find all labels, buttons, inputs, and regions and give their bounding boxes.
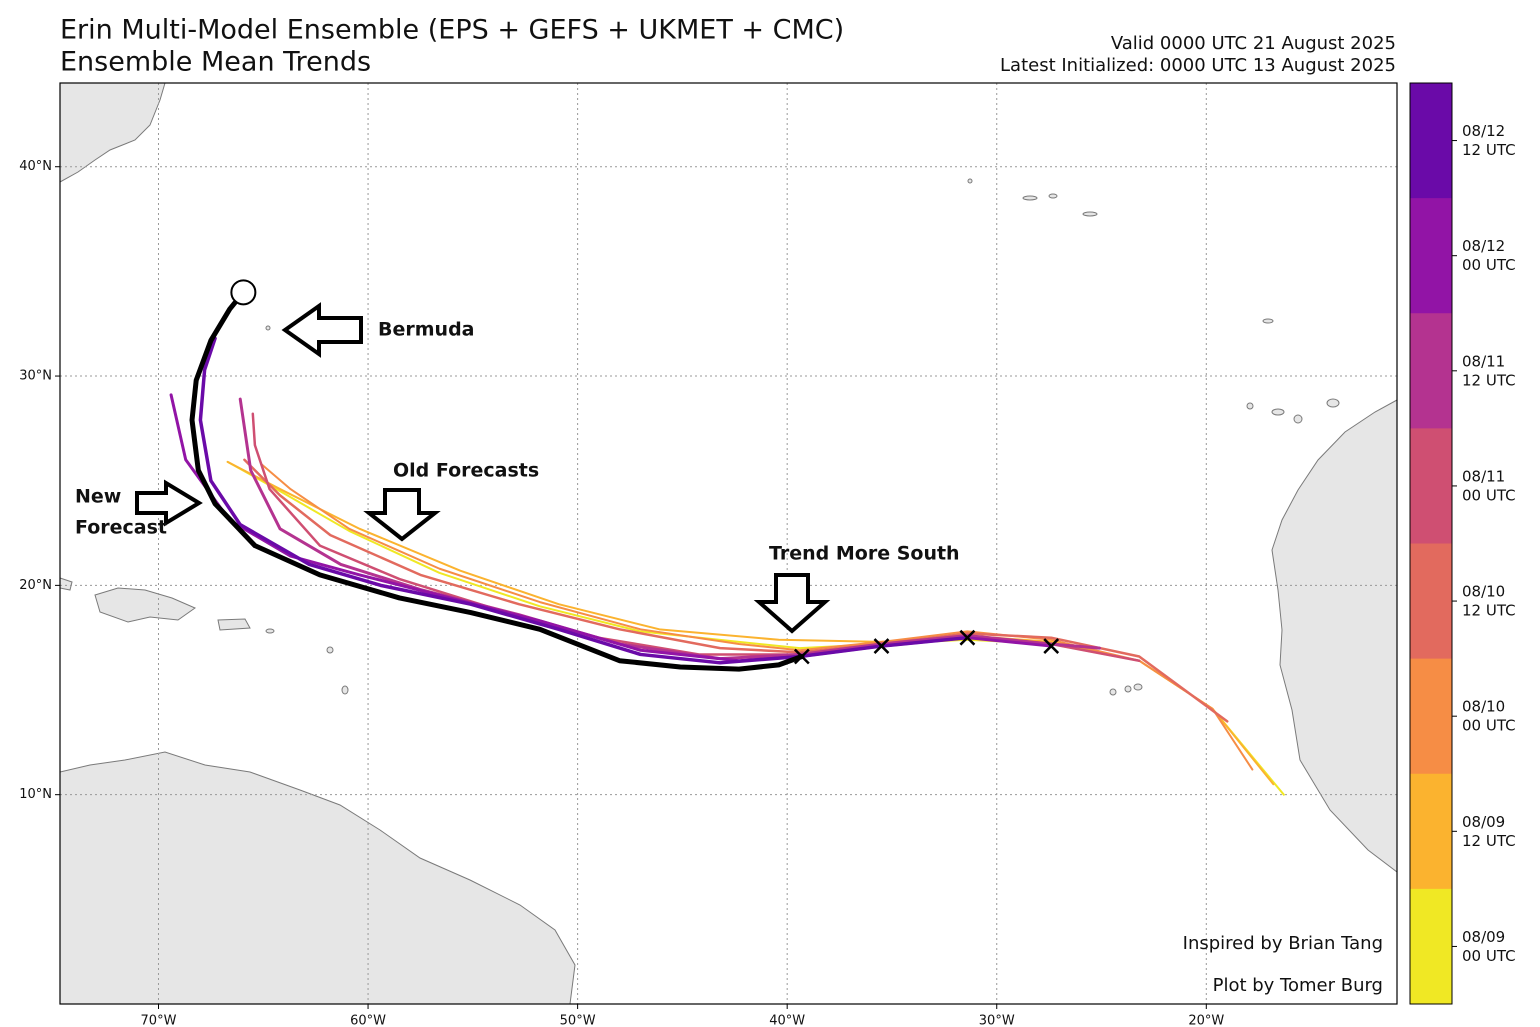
colorbar-segment [1410, 313, 1452, 429]
credit: Inspired by Brian Tang [1183, 933, 1383, 954]
x-tick-label: 50°W [560, 1014, 596, 1027]
y-tick-label: 10°N [19, 787, 52, 802]
chart-title: Erin Multi-Model Ensemble (EPS + GEFS + … [60, 15, 844, 46]
position-marker [959, 629, 976, 646]
trend-arrow [753, 573, 831, 634]
colorbar-segment [1410, 83, 1452, 199]
track [243, 458, 1229, 723]
position-marker [1043, 638, 1060, 654]
annotation: Bermuda [378, 319, 474, 341]
annotation: Old Forecasts [393, 460, 539, 482]
islands [265, 178, 1340, 696]
colorbar-label: 12 UTC [1462, 832, 1516, 850]
colorbar-segment [1410, 428, 1452, 544]
colorbar-label: 00 UTC [1462, 486, 1516, 504]
valid-time: Valid 0000 UTC 21 August 2025 [1111, 33, 1396, 54]
north-america [60, 83, 166, 183]
x-tick-label: 40°W [769, 1014, 805, 1027]
colorbar-label: 08/12 [1462, 122, 1505, 140]
map-frame [59, 82, 1398, 1005]
colorbar-label: 08/10 [1462, 583, 1505, 601]
colorbar-label: 12 UTC [1462, 371, 1516, 389]
puerto-rico [217, 618, 251, 631]
colorbar-frame [1409, 82, 1453, 1005]
annotation: Trend More South [769, 543, 960, 565]
colorbar-label: 08/09 [1462, 928, 1505, 946]
colorbar-label: 08/12 [1462, 237, 1505, 255]
position-marker [873, 638, 890, 654]
colorbar-label: 12 UTC [1462, 602, 1516, 620]
hispaniola [94, 587, 197, 623]
colorbar-label: 08/10 [1462, 698, 1505, 716]
map [60, 83, 1397, 1004]
old-forecasts-arrow [363, 488, 441, 542]
colorbar-label: 08/11 [1462, 467, 1505, 485]
colorbar-segment [1410, 888, 1452, 1005]
colorbar-segment [1410, 658, 1452, 775]
bermuda-arrow [281, 302, 363, 358]
annotation: Forecast [75, 517, 167, 539]
position-marker [793, 648, 810, 665]
chart-subtitle: Ensemble Mean Trends [60, 47, 371, 78]
y-tick-label: 40°N [19, 159, 52, 174]
colorbar-label: 00 UTC [1462, 717, 1516, 735]
track [189, 289, 805, 672]
colorbar-segment [1410, 198, 1452, 314]
annotation: New [75, 486, 121, 508]
x-tick-label: 70°W [141, 1014, 177, 1027]
colorbar-label: 00 UTC [1462, 256, 1516, 274]
init-time: Latest Initialized: 0000 UTC 13 August 2… [1000, 55, 1396, 76]
colorbar-segment [1410, 543, 1452, 660]
colorbar-label: 08/09 [1462, 813, 1505, 831]
cuba [60, 577, 73, 591]
south-america [60, 751, 576, 1004]
grid [60, 83, 1397, 1004]
x-tick-label: 30°W [979, 1014, 1015, 1027]
y-tick-label: 20°N [19, 578, 52, 593]
tracks [169, 279, 1285, 796]
x-tick-label: 60°W [350, 1014, 386, 1027]
colorbar-label: 12 UTC [1462, 141, 1516, 159]
colorbar-segment [1410, 773, 1452, 890]
new-forecast-arrow [135, 479, 203, 527]
credit: Plot by Tomer Burg [1213, 975, 1383, 996]
x-tick-label: 20°W [1188, 1014, 1224, 1027]
africa [1271, 399, 1397, 873]
end-marker [230, 279, 257, 306]
track [198, 336, 970, 665]
colorbar-label: 08/11 [1462, 352, 1505, 370]
y-tick-label: 30°N [19, 369, 52, 384]
colorbar-label: 00 UTC [1462, 947, 1516, 965]
